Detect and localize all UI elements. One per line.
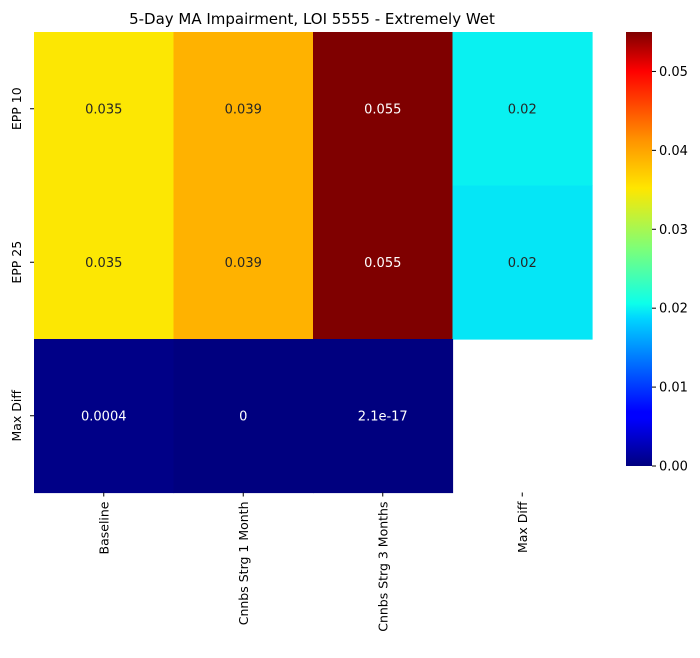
- row-tick-label: Max Diff: [9, 390, 24, 442]
- column-tick-label: Cnnbs Strg 1 Month: [236, 502, 251, 626]
- colorbar-tick-label: 0.04: [659, 144, 688, 159]
- cell-annotation: 0.02: [508, 256, 537, 271]
- cell-annotation: 2.1e-17: [358, 409, 408, 424]
- heatmap-cell: [173, 32, 314, 187]
- colorbar-tick-label: 0.00: [659, 460, 688, 475]
- cell-annotation: 0.02: [508, 102, 537, 117]
- column-tick-label: Baseline: [96, 501, 111, 554]
- heatmap-cell: [34, 339, 175, 494]
- heatmap-cells: 0.035 0.039 0.055 0.02 0.035 0.039 0.055 0.02 0.…: [34, 32, 593, 494]
- colorbar-tick-label: 0.05: [659, 65, 688, 80]
- cell-annotation: 0.039: [225, 256, 262, 271]
- cell-annotation: 0.039: [225, 102, 262, 117]
- cell-annotation: 0: [239, 409, 247, 424]
- cell-annotation: 0.035: [85, 102, 122, 117]
- heatmap-cell: [313, 32, 454, 187]
- cell-annotation: 0.055: [364, 102, 401, 117]
- chart-title: 5-Day MA Impairment, LOI 5555 - Extremel…: [129, 10, 495, 28]
- cell-annotation: 0.0004: [81, 409, 127, 424]
- row-tick-label: EPP 25: [9, 241, 24, 284]
- colorbar-tick-label: 0.01: [659, 381, 688, 396]
- column-tick-label: Max Diff: [515, 501, 530, 553]
- colorbar-tick-label: 0.02: [659, 302, 688, 317]
- colorbar-tick-label: 0.03: [659, 223, 688, 238]
- heatmap-cell: [313, 339, 454, 494]
- colorbar-gradient: [626, 32, 652, 466]
- column-tick-labels: Baseline Cnnbs Strg 1 Month Cnnbs Strg 3 M…: [96, 492, 530, 632]
- heatmap-cell: [173, 339, 314, 494]
- row-tick-label: EPP 10: [9, 87, 24, 130]
- heatmap-cell: [34, 32, 175, 187]
- heatmap-cell: [173, 185, 314, 340]
- cell-annotation: 0.035: [85, 256, 122, 271]
- heatmap-cell: [313, 185, 454, 340]
- colorbar: 0.00 0.01 0.02 0.03 0.04 0.05: [626, 32, 688, 475]
- cell-annotation: 0.055: [364, 256, 401, 271]
- heatmap-cell: [452, 32, 593, 187]
- heatmap-cell: [34, 185, 175, 340]
- row-tick-labels: EPP 10 EPP 25 Max Diff: [9, 87, 34, 442]
- heatmap-cell: [452, 185, 593, 340]
- column-tick-label: Cnnbs Strg 3 Months: [375, 502, 390, 632]
